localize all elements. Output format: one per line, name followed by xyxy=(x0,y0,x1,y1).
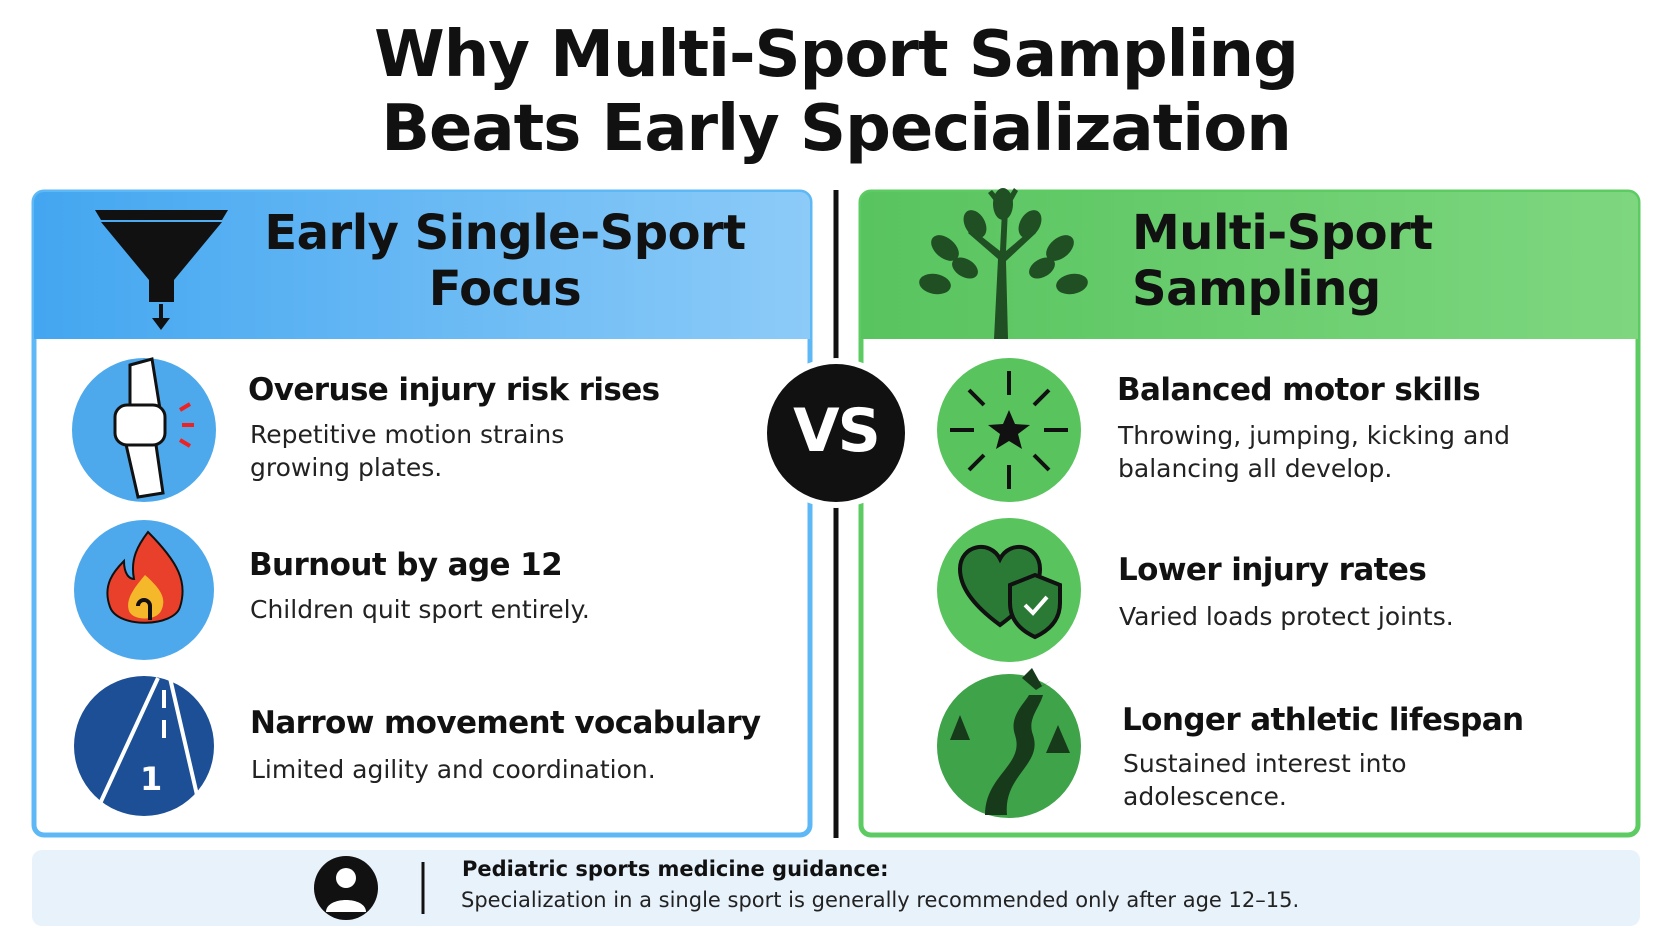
track-icon: 1 xyxy=(96,677,202,809)
left-header xyxy=(34,192,810,339)
knee-icon xyxy=(113,357,194,499)
doctor-icon-head xyxy=(336,868,356,888)
item-heading: Longer athletic lifespan xyxy=(1122,702,1524,738)
footer-heading: Pediatric sports medicine guidance: xyxy=(462,857,889,881)
heart-shield-icon xyxy=(957,545,1062,640)
right-title: Multi-Sport Sampling xyxy=(1132,205,1433,317)
item-text: Children quit sport entirely. xyxy=(250,595,590,624)
tree-icon xyxy=(919,188,1088,339)
title-line: Beats Early Specialization xyxy=(381,92,1292,166)
vs-badge xyxy=(761,358,911,508)
title-line: Why Multi-Sport Sampling xyxy=(374,18,1299,92)
footer-box xyxy=(32,850,1640,926)
vs-label: VS xyxy=(793,396,881,466)
item-heading: Balanced motor skills xyxy=(1117,372,1481,408)
item-heading: Burnout by age 12 xyxy=(249,547,563,583)
flame-icon xyxy=(106,530,184,624)
item-heading: Overuse injury risk rises xyxy=(248,372,660,408)
item-text: Varied loads protect joints. xyxy=(1119,602,1454,631)
item-text: Sustained interest into adolescence. xyxy=(1123,749,1407,811)
item-heading: Lower injury rates xyxy=(1118,552,1427,588)
right-header xyxy=(861,192,1638,339)
item-text: Repetitive motion strains growing plates… xyxy=(250,420,565,482)
item-text: Limited agility and coordination. xyxy=(251,755,656,784)
funnel-icon xyxy=(95,210,228,330)
path-icon xyxy=(950,668,1070,815)
arrows-star-icon xyxy=(950,371,1068,489)
item-text: Throwing, jumping, kicking and balancing… xyxy=(1118,421,1510,483)
item-heading: Narrow movement vocabulary xyxy=(250,705,761,741)
footer-text: Specialization in a single sport is gene… xyxy=(461,888,1300,912)
svg-text:1: 1 xyxy=(140,760,162,798)
icon-circle xyxy=(937,674,1081,818)
left-title: Early Single-Sport Focus xyxy=(264,205,746,317)
doctor-icon-body xyxy=(326,900,366,912)
